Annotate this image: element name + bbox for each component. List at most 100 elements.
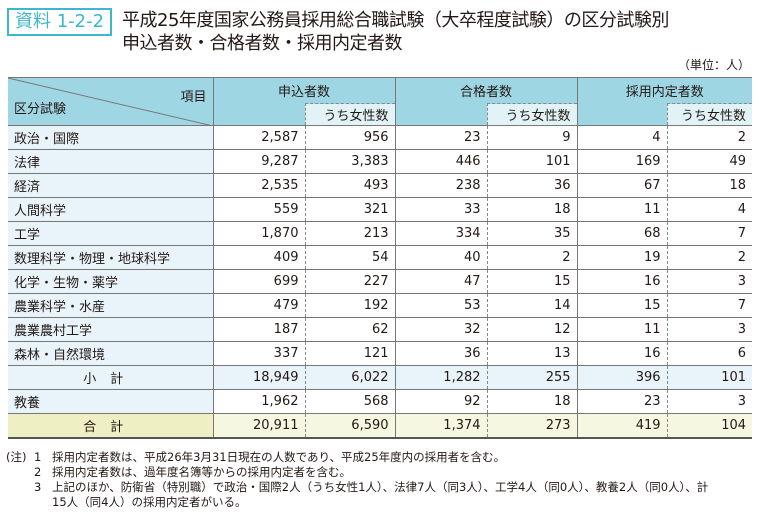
note-item: 2 採用内定者数は、過年度名簿等からの採用内定者を含む。: [6, 465, 708, 480]
cell-value: 53: [395, 293, 488, 318]
cell-value: 68: [577, 221, 668, 246]
cell-value: 1,962: [213, 389, 306, 414]
note-text: 採用内定者数は、平成26年3月31日現在の人数であり、平成25年度内の採用者を含…: [52, 450, 506, 464]
row-label: 合計: [8, 413, 214, 438]
cell-value: 13: [487, 341, 578, 366]
note-item: 3 上記のほか、防衛省（特別職）で政治・国際2人（うち女性1人）、法律7人（同3人…: [6, 480, 708, 495]
cell-value: 699: [213, 269, 306, 294]
cell-value: 6: [667, 341, 753, 366]
cell-value: 446: [395, 149, 488, 174]
cell-value: 1,374: [395, 413, 488, 438]
table-row: 農業農村工学 187 62 32 12 11 3: [8, 317, 753, 342]
cell-value: 18: [487, 197, 578, 222]
title-line-1: 平成25年度国家公務員採用総合職試験（大卒程度試験）の区分試験別: [122, 10, 669, 31]
row-label: 政治・国際: [8, 125, 214, 150]
cell-value: 14: [487, 293, 578, 318]
document-badge: 資料 1-2-2: [7, 8, 113, 36]
data-table: 項目 区分試験 申込者数 合格者数 採用内定者数 うち女性数 うち女性数 うち女…: [8, 77, 753, 439]
cell-value: 101: [667, 365, 753, 390]
table-row: 教養 1,962 568 92 18 23 3: [8, 389, 753, 414]
cell-value: 4: [667, 197, 753, 222]
cell-value: 3: [667, 269, 753, 294]
cell-value: 334: [395, 221, 488, 246]
table-body: 政治・国際 2,587 956 23 9 4 2 法律 9,287 3,383 446 101 169 4…: [8, 125, 753, 438]
row-label: 農業科学・水産: [8, 293, 214, 318]
cell-value: 16: [577, 269, 668, 294]
row-label: 経済: [8, 173, 214, 198]
cell-value: 16: [577, 341, 668, 366]
corner-item-label: 項目: [180, 90, 207, 105]
row-label: 化学・生物・薬学: [8, 269, 214, 294]
row-label: 工学: [8, 221, 214, 246]
cell-value: 11: [577, 317, 668, 342]
notes: (注) 1 採用内定者数は、平成26年3月31日現在の人数であり、平成25年度内の採…: [6, 450, 708, 510]
cell-value: 3: [667, 317, 753, 342]
cell-value: 213: [305, 221, 396, 246]
cell-value: 7: [667, 221, 753, 246]
cell-value: 121: [305, 341, 396, 366]
cell-value: 7: [667, 293, 753, 318]
cell-value: 11: [577, 197, 668, 222]
table-row: 森林・自然環境 337 121 36 13 16 6: [8, 341, 753, 366]
note-number: [34, 495, 52, 510]
note-text: 15人（同4人）の採用内定者がいる。: [52, 495, 247, 509]
cell-value: 18: [487, 389, 578, 414]
cell-value: 47: [395, 269, 488, 294]
row-label: 小計: [8, 365, 214, 390]
cell-value: 6,022: [305, 365, 396, 390]
cell-value: 419: [577, 413, 668, 438]
cell-value: 92: [395, 389, 488, 414]
note-text: 上記のほか、防衛省（特別職）で政治・国際2人（うち女性1人）、法律7人（同3人）…: [52, 480, 709, 494]
table-row: 人間科学 559 321 33 18 11 4: [8, 197, 753, 222]
diagonal-line: [8, 78, 213, 126]
cell-value: 54: [305, 245, 396, 270]
cell-value: 2: [667, 245, 753, 270]
corner-category-label: 区分試験: [14, 102, 67, 117]
cell-value: 62: [305, 317, 396, 342]
note-prefix: (注): [6, 450, 27, 464]
header-gap: [213, 103, 305, 126]
table-row: 経済 2,535 493 238 36 67 18: [8, 173, 753, 198]
note-prefix: [6, 495, 34, 510]
row-label: 教養: [8, 389, 214, 414]
table-row: 農業科学・水産 479 192 53 14 15 7: [8, 293, 753, 318]
cell-value: 4: [577, 125, 668, 150]
cell-value: 49: [667, 149, 753, 174]
cell-value: 36: [395, 341, 488, 366]
row-label: 法律: [8, 149, 214, 174]
table-row: 工学 1,870 213 334 35 68 7: [8, 221, 753, 246]
table-row: 数理科学・物理・地球科学 409 54 40 2 19 2: [8, 245, 753, 270]
cell-value: 238: [395, 173, 488, 198]
header-gap: [577, 103, 668, 126]
note-item: 15人（同4人）の採用内定者がいる。: [6, 495, 708, 510]
cell-value: 396: [577, 365, 668, 390]
cell-value: 192: [305, 293, 396, 318]
note-prefix: [6, 465, 34, 480]
cell-value: 2: [487, 245, 578, 270]
cell-value: 35: [487, 221, 578, 246]
row-label: 人間科学: [8, 197, 214, 222]
header-passed-women: うち女性数: [486, 103, 578, 126]
cell-value: 9,287: [213, 149, 306, 174]
note-prefix: [6, 480, 34, 495]
page-title: 平成25年度国家公務員採用総合職試験（大卒程度試験）の区分試験別 申込者数・合格…: [122, 9, 669, 55]
table-row: 合計 20,911 6,590 1,374 273 419 104: [8, 413, 753, 438]
header-gap: [395, 103, 488, 126]
title-line-2: 申込者数・合格者数・採用内定者数: [122, 33, 402, 54]
cell-value: 104: [667, 413, 753, 438]
cell-value: 36: [487, 173, 578, 198]
table-row: 小計 18,949 6,022 1,282 255 396 101: [8, 365, 753, 390]
header-offers-women: うち女性数: [666, 103, 753, 126]
corner-header: 項目 区分試験: [8, 77, 214, 126]
cell-value: 493: [305, 173, 396, 198]
cell-value: 3: [667, 389, 753, 414]
table-row: 化学・生物・薬学 699 227 47 15 16 3: [8, 269, 753, 294]
cell-value: 479: [213, 293, 306, 318]
cell-value: 337: [213, 341, 306, 366]
cell-value: 2: [667, 125, 753, 150]
note-number: 2: [34, 465, 42, 479]
table-row: 法律 9,287 3,383 446 101 169 49: [8, 149, 753, 174]
cell-value: 33: [395, 197, 488, 222]
note-number: 3: [34, 480, 42, 494]
note-number: 1: [34, 450, 42, 464]
